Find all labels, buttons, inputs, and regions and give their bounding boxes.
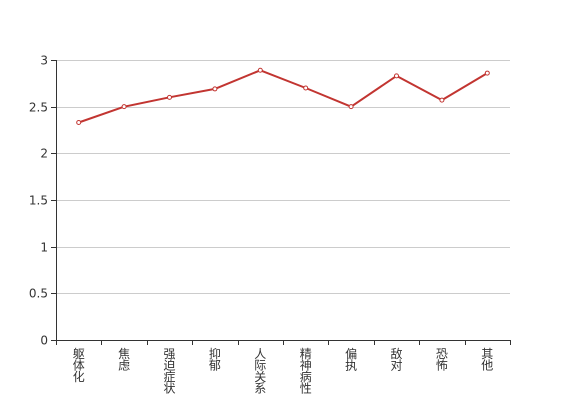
grid-lines — [56, 60, 510, 294]
x-tick-label: 强迫症状 — [163, 347, 175, 396]
data-point[interactable] — [394, 73, 399, 79]
x-tick-label: 躯体化 — [73, 346, 85, 384]
data-point[interactable] — [76, 120, 82, 126]
x-tick-label: 精神病性 — [300, 347, 312, 396]
y-tick-label: 1 — [40, 241, 48, 255]
y-tick-label: 2 — [40, 147, 48, 161]
series — [76, 67, 490, 126]
x-tick-labels: 躯体化 焦虑 强迫症状 抑郁 人际关系 精神病性 偏执 敌对 恐怖 其他 — [73, 346, 494, 396]
x-tick-label: 焦虑 — [118, 347, 130, 373]
x-tick-label: 恐怖 — [436, 347, 448, 373]
x-tick-label: 敌对 — [390, 346, 402, 373]
y-tick-label: 0.5 — [29, 287, 48, 301]
y-tick-labels: 0 0.5 1 1.5 2 2.5 3 — [29, 54, 48, 348]
y-tick-label: 1.5 — [29, 194, 48, 208]
axes — [51, 60, 511, 345]
y-tick-label: 0 — [40, 334, 48, 348]
y-tick-label: 3 — [40, 54, 48, 68]
series-line — [78, 69, 488, 124]
x-tick-label: 人际关系 — [254, 347, 266, 396]
data-point[interactable] — [121, 104, 127, 110]
data-point[interactable] — [348, 104, 354, 110]
data-point[interactable] — [212, 86, 218, 92]
data-point[interactable] — [439, 97, 445, 103]
x-tick-label: 偏执 — [345, 346, 357, 373]
data-point[interactable] — [167, 94, 172, 100]
y-tick-label: 2.5 — [29, 101, 48, 115]
data-point[interactable] — [257, 67, 263, 73]
x-tick-label: 其他 — [481, 347, 493, 373]
x-tick-label: 抑郁 — [209, 346, 221, 373]
data-point[interactable] — [303, 85, 309, 91]
data-point[interactable] — [484, 70, 490, 76]
